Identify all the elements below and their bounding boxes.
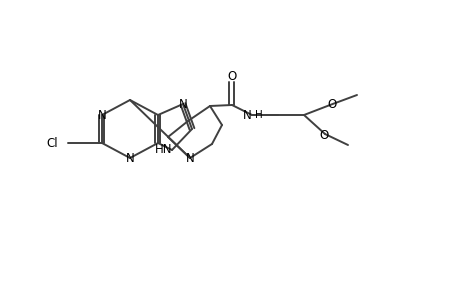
Text: Cl: Cl bbox=[46, 136, 58, 149]
Text: O: O bbox=[227, 70, 236, 83]
Text: O: O bbox=[319, 128, 328, 142]
Text: H: H bbox=[254, 110, 262, 120]
Text: N: N bbox=[243, 109, 252, 122]
Text: HN: HN bbox=[154, 142, 172, 155]
Text: N: N bbox=[97, 109, 106, 122]
Text: N: N bbox=[125, 152, 134, 164]
Text: O: O bbox=[327, 98, 336, 110]
Text: N: N bbox=[178, 98, 187, 110]
Text: N: N bbox=[185, 152, 194, 164]
